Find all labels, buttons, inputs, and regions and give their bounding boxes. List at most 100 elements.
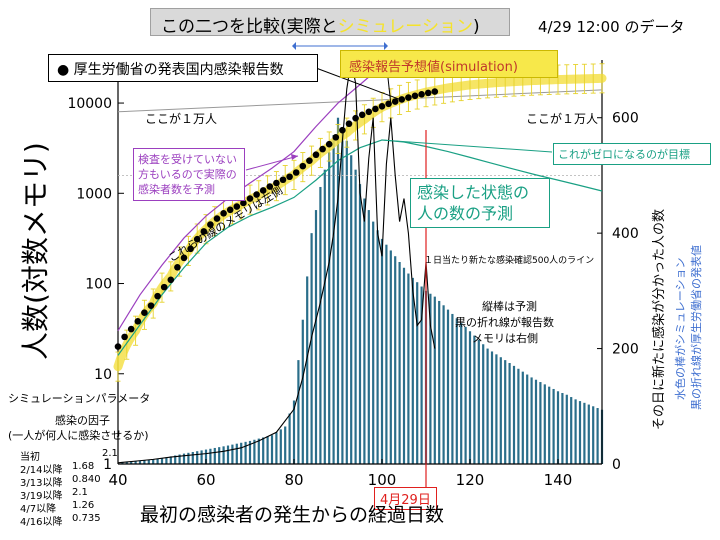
bar-note-2: 黒の折れ線が報告数 [455,316,554,329]
sim-bar [345,140,348,465]
y-right-tick-label: 400 [612,226,639,242]
reported-dot [259,187,267,194]
compare-title-highlight: シミュレーション [337,17,473,37]
sim-bar [464,326,467,464]
sim-bar [570,397,573,464]
right-note-1: 水色の棒がシミュレーション [674,257,687,400]
sim-bar [504,360,507,464]
legend-sim-box: 感染報告予想値(simulation) [340,50,558,78]
compare-title-prefix: この二つを比較(実際と [161,17,338,37]
params-row-value: 2.1 [72,487,88,498]
x-tick-label: 40 [108,471,127,489]
sim-bar [341,129,344,464]
sim-bar [398,262,401,464]
y-left-tick-label: 1000 [76,186,112,202]
sim-bar [521,371,524,464]
sim-bar [442,305,445,464]
sim-bar [328,152,331,465]
sim-bar [218,447,221,464]
reported-dot [286,173,293,181]
sim-bar [411,277,414,464]
sim-bar [253,439,256,464]
params-title: シミュレーションパラメータ [8,392,151,405]
sim-bar [125,461,128,464]
reported-dot [147,302,155,309]
sim-bar [543,384,546,464]
sim-bar [587,404,590,464]
bar-note-3: メモリは右側 [472,332,538,345]
reported-dot [431,88,439,95]
sim-bar [490,351,494,464]
sim-bar [248,440,252,464]
reported-dot [345,120,353,128]
params-row-value: 2.1 [102,448,118,459]
sim-bar [182,453,186,464]
sim-bar [539,382,542,464]
sim-bar [363,198,366,464]
sim-bar [451,313,454,464]
sim-bar [270,435,274,464]
reported-pointer [315,67,400,100]
sim-bar [473,335,476,464]
sim-bar [222,446,225,464]
sim-bar [130,461,133,464]
sim-bar [592,406,595,464]
sim-bar [446,309,450,464]
sim-bar [420,286,423,464]
reported-dot [207,221,214,228]
sim-bar [429,293,432,464]
sim-bar [460,322,463,464]
y-right-tick-label: 0 [612,457,621,473]
y-right-tick-label: 600 [612,111,639,127]
reported-dot [306,157,313,164]
sim-bar [416,282,419,464]
sim-bar [358,184,362,465]
sim-bar [178,454,181,464]
params-row: 2/14以降 1.68 [20,461,130,476]
params-row-label: 3/19以降 [20,491,63,502]
goal-note: これがゼロになるのが目標 [553,143,711,165]
sim-bar [552,388,555,464]
params-row: 4/16以降 0.735 [20,513,130,528]
sim-bar [574,399,577,464]
reported-dot [398,96,406,103]
reported-dot [279,176,287,184]
sim-bar [301,319,304,464]
untested-pointer-head [291,154,298,160]
x-tick-label: 120 [456,471,485,489]
sim-bar [534,379,538,464]
sim-bar [213,447,216,464]
infected-state-note: 感染した状態の人の数の予測 [410,178,550,228]
sim-bar [556,391,560,464]
sim-bar [244,441,247,464]
params-row: 3/19以降 2.1 [20,487,130,502]
legend-sim-label: 感染報告予想値(simulation) [349,60,518,75]
reported-dot [121,333,128,341]
sim-bar [240,442,243,464]
sim-bar [336,117,340,464]
reported-dot [266,183,274,190]
green-line [117,139,603,356]
sim-bar [477,339,480,464]
reported-dot [273,179,280,187]
ten-thousand-left-label: ここが１万人 [145,112,218,126]
sim-bar [350,155,353,464]
untested-note: 検査を受けていない方もいるので実際の感染者数を予測 [133,148,245,201]
sim-bar [196,451,199,464]
purple-line [117,65,383,332]
sim-bar [486,348,489,464]
line-500-label: １日当たり新たな感染確認500人のライン [424,256,595,266]
x-axis-title: 最初の感染者の発生からの経過日数 [140,504,445,526]
sim-bar [314,210,318,464]
compare-title-box: この二つを比較(実際とシミュレーション) [150,8,510,37]
params-row-label: 当初 [20,452,40,463]
reported-dot [411,92,419,100]
sim-bar [455,318,458,464]
bar-note-1: 縦棒は予測 [482,300,537,313]
sim-bar [279,429,282,464]
sim-bar [402,267,406,464]
reported-dot [174,264,181,271]
right-note-2: 黒の折れ線が厚生労働省の発表値 [690,245,703,410]
sim-bar [160,458,164,464]
